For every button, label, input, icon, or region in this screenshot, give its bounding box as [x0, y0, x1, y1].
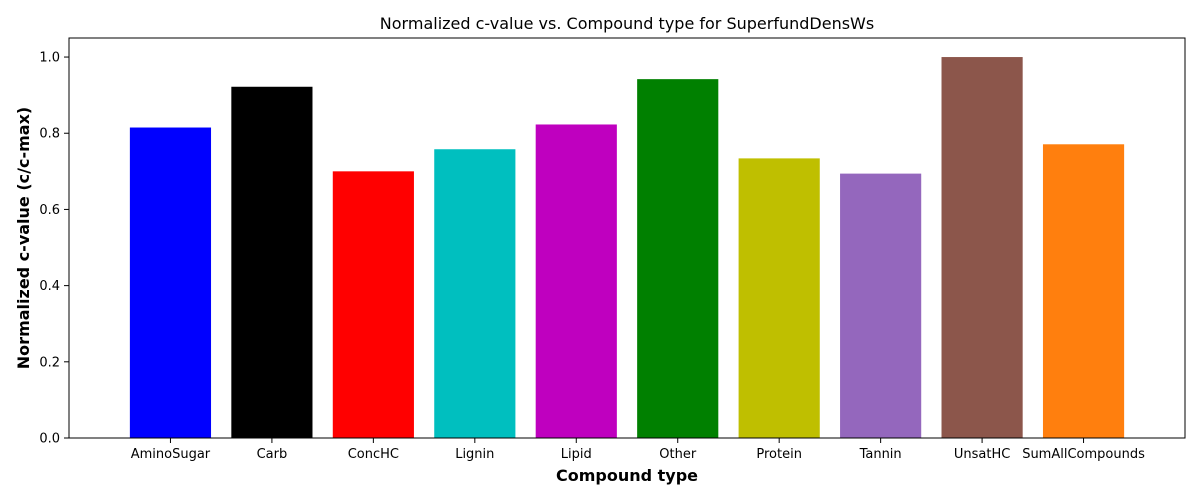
bar-protein: [738, 158, 820, 438]
bar-other: [637, 79, 719, 439]
bar-aminosugar: [129, 127, 212, 439]
x-tick-label: Other: [659, 447, 697, 462]
y-tick-label: 0.0: [39, 432, 60, 447]
x-tick-label: Lignin: [455, 447, 494, 462]
y-tick-label: 0.2: [39, 355, 60, 370]
x-tick-label: Lipid: [561, 447, 592, 462]
bar-tannin: [840, 173, 922, 438]
x-tick-label: Carb: [257, 447, 288, 462]
y-axis-title: Normalized c-value (c/c-max): [14, 107, 33, 369]
y-tick-label: 0.8: [39, 127, 60, 142]
y-tick-label: 1.0: [39, 51, 60, 66]
chart-title: Normalized c-value vs. Compound type for…: [380, 14, 874, 33]
x-axis-ticks: AminoSugar Carb ConcHC Lignin Lipid Other Prot…: [131, 438, 1145, 462]
bar-unsathc: [941, 57, 1023, 439]
y-tick-label: 0.6: [39, 203, 60, 218]
x-tick-label: Protein: [756, 447, 802, 462]
x-tick-label: AminoSugar: [131, 447, 211, 462]
x-tick-label: UnsatHC: [954, 447, 1010, 462]
plot-frame: [68, 37, 1186, 439]
bar-lipid: [535, 124, 617, 438]
bar-carb: [231, 86, 313, 438]
bar-sumallcompounds: [1042, 144, 1125, 439]
bar-conchc: [332, 171, 414, 439]
x-axis-title: Compound type: [556, 466, 698, 485]
bars-group: [129, 57, 1125, 439]
x-tick-label: SumAllCompounds: [1022, 447, 1145, 462]
x-tick-label: Tannin: [859, 447, 902, 462]
x-tick-label: ConcHC: [348, 447, 399, 462]
y-tick-label: 0.4: [39, 279, 60, 294]
bar-lignin: [434, 149, 516, 438]
y-axis-ticks: 0.0 0.2 0.4 0.6 0.8 1.0: [39, 51, 69, 447]
